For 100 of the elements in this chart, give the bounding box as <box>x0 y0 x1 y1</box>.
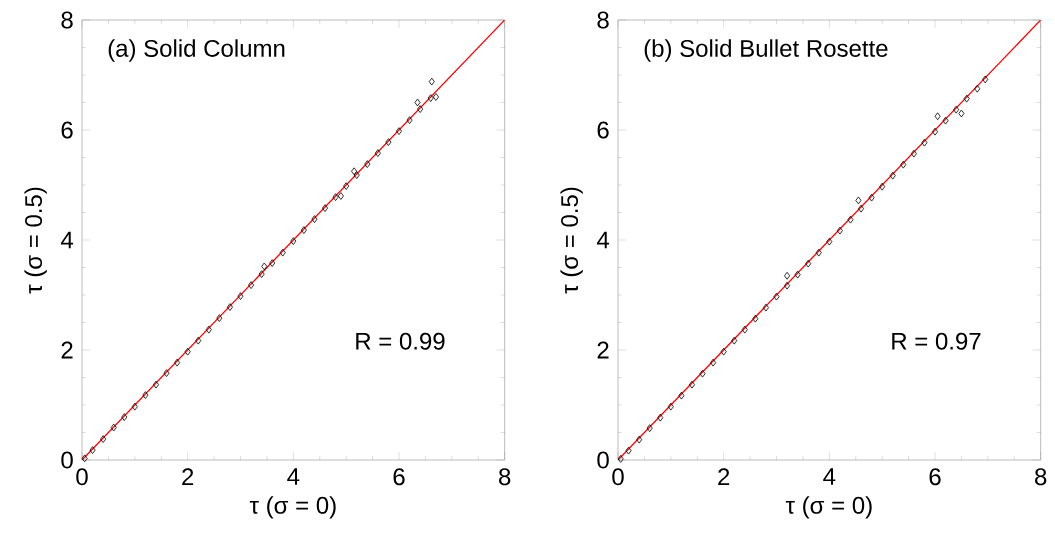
point <box>258 270 265 278</box>
point <box>958 109 965 118</box>
point <box>261 262 268 271</box>
point <box>688 380 695 389</box>
point <box>300 226 307 234</box>
y-tick-label: 2 <box>597 341 609 359</box>
point <box>879 182 886 191</box>
point <box>248 281 255 289</box>
point <box>427 94 434 102</box>
point <box>396 127 402 135</box>
point <box>836 226 843 235</box>
point <box>226 303 233 311</box>
point <box>773 292 780 301</box>
point <box>216 314 223 322</box>
point <box>678 391 685 400</box>
point <box>417 105 424 113</box>
point <box>625 446 632 455</box>
point <box>815 248 822 257</box>
point <box>617 455 624 463</box>
point <box>762 303 769 312</box>
point <box>974 84 981 93</box>
point <box>353 171 360 179</box>
point <box>142 391 149 399</box>
point <box>163 369 170 377</box>
x-tick-label: 2 <box>182 468 194 486</box>
y-axis-title: τ (σ = 0.5) <box>24 187 47 294</box>
annotation: R = 0.99 <box>356 332 445 350</box>
point <box>934 112 941 121</box>
point <box>332 193 339 201</box>
point <box>847 215 854 224</box>
point <box>414 98 421 107</box>
point <box>731 336 738 345</box>
y-tick-label: 6 <box>61 121 73 139</box>
x-tick-label: 0 <box>612 468 624 486</box>
point <box>279 248 286 257</box>
point <box>351 167 358 176</box>
point <box>900 160 907 169</box>
text: (a) Solid Column <box>108 39 285 62</box>
y-tick-label: 4 <box>596 231 610 249</box>
point <box>667 402 674 411</box>
point <box>205 325 212 334</box>
point <box>752 314 759 323</box>
point <box>290 237 297 245</box>
point <box>710 358 717 367</box>
point <box>432 93 439 101</box>
x-tick-label: 4 <box>823 468 836 485</box>
x-tick-label: 0 <box>76 468 88 486</box>
point <box>784 271 791 280</box>
point <box>953 105 960 114</box>
y-tick-label: 8 <box>597 11 609 29</box>
point <box>889 171 896 180</box>
annotation: R = 0.97 <box>892 332 981 350</box>
point <box>963 94 970 103</box>
point <box>121 413 128 421</box>
point <box>720 347 727 356</box>
point <box>805 259 812 268</box>
point <box>784 281 791 290</box>
y-tick-label: 6 <box>597 121 609 139</box>
point <box>174 358 181 367</box>
y-tick-label: 4 <box>60 231 74 249</box>
point <box>110 423 117 432</box>
point <box>741 325 748 334</box>
x-tick-label: 4 <box>287 468 300 485</box>
point <box>374 149 381 157</box>
point <box>406 116 413 124</box>
x-tick-label: 6 <box>929 468 941 486</box>
point <box>131 402 138 411</box>
point <box>636 435 643 444</box>
point <box>826 237 833 246</box>
point <box>100 435 107 443</box>
point <box>385 138 392 146</box>
point <box>322 204 329 212</box>
point <box>311 215 318 223</box>
y-tick-label: 0 <box>597 451 609 469</box>
x-tick-label: 8 <box>499 468 511 486</box>
point <box>855 196 862 205</box>
point <box>364 160 371 168</box>
point <box>152 380 159 389</box>
point <box>699 369 706 378</box>
point <box>343 182 350 190</box>
point <box>89 446 96 454</box>
y-tick-label: 0 <box>61 451 73 469</box>
x-axis-title: τ (σ = 0) <box>249 496 336 519</box>
point <box>269 259 276 267</box>
point <box>794 270 801 279</box>
point <box>910 149 917 158</box>
point <box>858 204 865 213</box>
point <box>184 347 191 356</box>
y-tick-label: 8 <box>61 11 73 29</box>
y-axis-title: τ (σ = 0.5) <box>560 187 583 294</box>
x-tick-label: 8 <box>1035 468 1047 486</box>
point <box>237 292 244 300</box>
point <box>81 454 88 463</box>
point <box>195 336 202 345</box>
point <box>646 424 653 432</box>
point <box>982 75 989 84</box>
x-tick-label: 6 <box>393 468 405 486</box>
text: (b) Solid Bullet Rosette <box>644 39 888 62</box>
point <box>428 77 435 86</box>
x-axis-title: τ (σ = 0) <box>785 496 872 519</box>
